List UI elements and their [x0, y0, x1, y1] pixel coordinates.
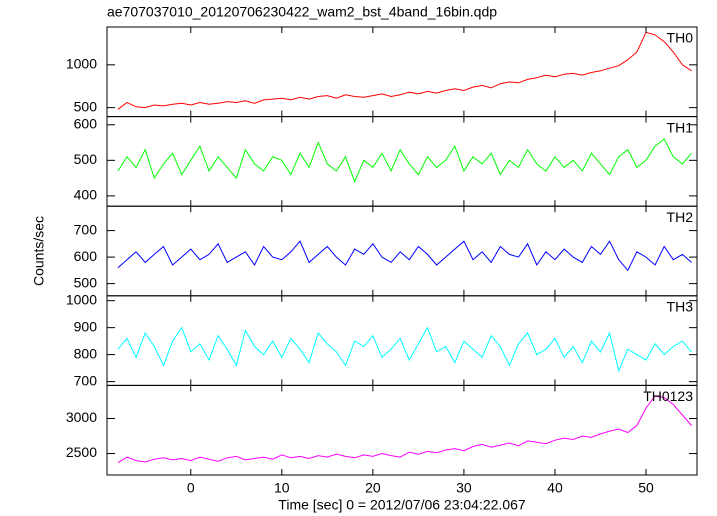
chart-title: ae707037010_20120706230422_wam2_bst_4ban… — [107, 4, 497, 20]
y-tick-label: 1000 — [66, 56, 97, 72]
x-tick-label: 40 — [547, 480, 563, 496]
y-tick-label: 400 — [74, 187, 98, 203]
y-tick-label: 500 — [74, 151, 98, 167]
data-line — [117, 395, 692, 464]
x-tick-label: 20 — [365, 480, 381, 496]
x-tick-label: 0 — [187, 480, 195, 496]
x-tick-label: 30 — [456, 480, 472, 496]
y-tick-label: 900 — [74, 318, 98, 334]
panel-frame — [106, 295, 698, 386]
y-tick-label: 800 — [74, 345, 98, 361]
y-tick-label: 2500 — [66, 444, 97, 460]
y-tick-label: 3000 — [66, 409, 97, 425]
y-tick-label: 700 — [74, 372, 98, 388]
y-tick-label: 500 — [74, 98, 98, 114]
panel-label: TH2 — [667, 209, 694, 225]
panel-frame — [106, 384, 698, 476]
y-tick-label: 1000 — [66, 291, 97, 307]
data-line — [117, 240, 692, 272]
data-line — [117, 138, 692, 184]
x-tick-label: 10 — [274, 480, 290, 496]
panel-frame — [106, 205, 698, 297]
data-line — [117, 326, 692, 373]
y-tick-label: 700 — [74, 221, 98, 237]
y-tick-label: 600 — [74, 115, 98, 131]
x-tick-label: 50 — [638, 480, 654, 496]
panel-label: TH0 — [667, 30, 694, 46]
data-line — [117, 31, 692, 110]
y-tick-label: 600 — [74, 248, 98, 264]
panel-frame — [106, 26, 698, 118]
y-axis-label: Counts/sec — [31, 216, 47, 286]
panel-label: TH1 — [667, 119, 694, 135]
panel-frame — [106, 116, 698, 207]
panel-label: TH0123 — [643, 388, 693, 404]
x-axis-label: Time [sec] 0 = 2012/07/06 23:04:22.067 — [278, 497, 526, 513]
panel-label: TH3 — [667, 299, 694, 315]
y-tick-label: 500 — [74, 274, 98, 290]
